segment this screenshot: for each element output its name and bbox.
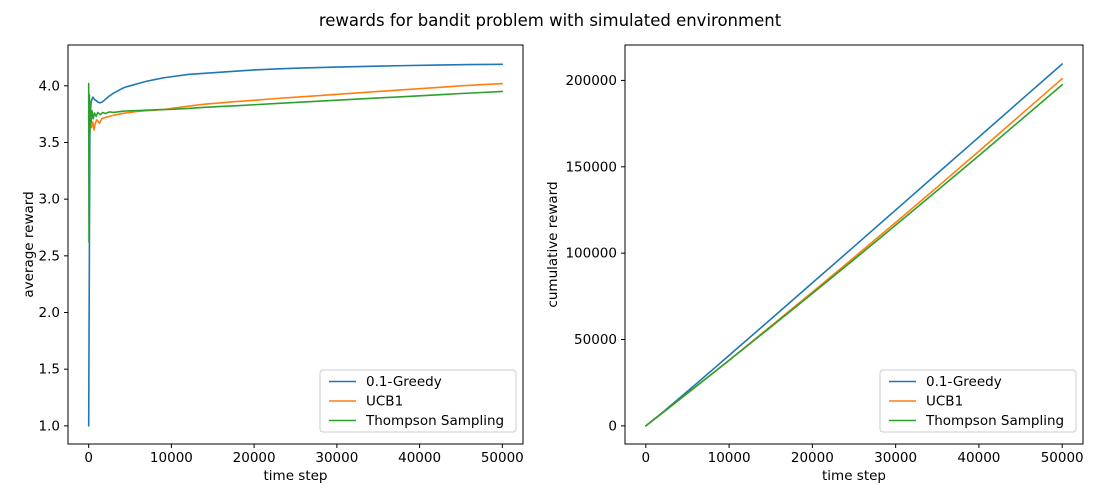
- legend-label-2: UCB1: [366, 394, 403, 410]
- x-axis-label: time step: [264, 468, 328, 484]
- axes-frame: [624, 44, 1084, 445]
- x-tick-label: 30000: [874, 450, 917, 466]
- x-tick-label: 0: [642, 450, 651, 466]
- y-tick-label: 3.0: [39, 192, 60, 208]
- y-tick-label: 100000: [565, 246, 617, 262]
- x-tick-label: 50000: [1041, 450, 1084, 466]
- legend-label-1: 0.1-Greedy: [366, 374, 442, 390]
- legend-label-1: 0.1-Greedy: [926, 374, 1002, 390]
- series-line-0-1-greedy: [645, 63, 1063, 427]
- y-tick-label: 200000: [565, 73, 617, 89]
- axes-frame: [67, 44, 524, 445]
- legend-label-2: UCB1: [926, 394, 963, 410]
- figure-title: rewards for bandit problem with simulate…: [318, 11, 782, 30]
- y-tick-label: 4.0: [39, 78, 60, 94]
- y-tick-label: 3.5: [39, 135, 60, 151]
- x-axis-label: time step: [822, 468, 886, 484]
- y-tick-label: 1.5: [39, 362, 60, 378]
- legend-label-3: Thompson Sampling: [925, 413, 1064, 429]
- series-line-0-1-greedy: [87, 63, 504, 427]
- x-tick-label: 30000: [315, 450, 358, 466]
- x-tick-label: 40000: [957, 450, 1000, 466]
- series-line-thompson-sampling: [87, 82, 504, 244]
- x-tick-label: 20000: [233, 450, 276, 466]
- y-axis-label: average reward: [21, 191, 37, 297]
- legend-box: [319, 369, 517, 433]
- x-tick-label: 0: [84, 450, 93, 466]
- y-axis-label: cumulative reward: [545, 181, 561, 307]
- x-tick-label: 40000: [398, 450, 441, 466]
- x-tick-label: 10000: [708, 450, 751, 466]
- y-tick-label: 1.0: [39, 418, 60, 434]
- y-tick-label: 2.0: [39, 305, 60, 321]
- legend-box: [879, 369, 1077, 433]
- y-tick-label: 0: [608, 418, 617, 434]
- x-tick-label: 20000: [791, 450, 834, 466]
- y-tick-label: 50000: [574, 332, 617, 348]
- series-line-thompson-sampling: [645, 83, 1063, 427]
- y-tick-label: 150000: [565, 159, 617, 175]
- y-tick-label: 2.5: [39, 248, 60, 264]
- x-tick-label: 10000: [150, 450, 193, 466]
- legend-label-3: Thompson Sampling: [365, 413, 504, 429]
- x-tick-label: 50000: [481, 450, 524, 466]
